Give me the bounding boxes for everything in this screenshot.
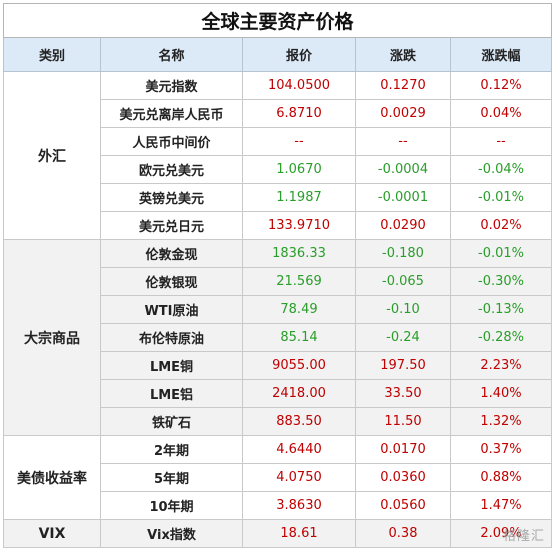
name-cell: 英镑兑美元 [100,183,243,212]
table-row: 大宗商品 伦敦金现 1836.33 -0.180 -0.01% [3,239,553,436]
name-cell: 人民币中间价 [100,127,243,156]
change-cell: 0.1270 [355,71,451,100]
asset-price-table: 全球主要资产价格 类别 名称 报价 涨跌 涨跌幅 外汇 美元指数 104.0500 0… [2,3,553,548]
category-cell: 大宗商品 [3,239,101,436]
table-row: 外汇 美元指数 104.0500 0.1270 0.12% [3,71,553,240]
change-pct-cell: 0.88% [449,463,553,492]
change-cell: -0.10 [355,295,451,324]
change-cell: -0.0001 [355,183,451,212]
change-cell: -0.0004 [355,155,451,184]
table-row: 人民币中间价 -- -- -- [4,127,553,156]
change-cell: 33.50 [355,379,451,408]
header-name: 名称 [100,37,243,72]
name-cell: 10年期 [100,491,243,520]
category-cell: VIX [3,519,101,548]
table-row: 英镑兑美元 1.1987 -0.0001 -0.01% [4,183,553,212]
price-cell: 4.6440 [242,435,356,464]
table-row: 欧元兑美元 1.0670 -0.0004 -0.04% [4,155,553,184]
name-cell: 美元指数 [100,71,243,100]
price-cell: 9055.00 [242,351,356,380]
name-cell: Vix指数 [100,519,243,548]
table-row: 伦敦银现 21.569 -0.065 -0.30% [4,267,553,296]
change-cell: 0.0170 [355,435,451,464]
change-pct-cell: -0.04% [449,155,553,184]
change-pct-cell: 1.47% [449,491,553,520]
change-cell: -0.24 [355,323,451,352]
price-cell: 1836.33 [242,239,356,268]
change-cell: 197.50 [355,351,451,380]
price-cell: 6.8710 [242,99,356,128]
change-cell: -- [355,127,451,156]
header-change: 涨跌 [355,37,451,72]
change-pct-cell: 0.04% [449,99,553,128]
change-cell: 11.50 [355,407,451,436]
change-pct-cell: -0.01% [449,239,553,268]
name-cell: 布伦特原油 [100,323,243,352]
price-cell: 133.9710 [242,211,356,240]
table-row: 美元兑离岸人民币 6.8710 0.0029 0.04% [4,99,553,128]
change-pct-cell: -0.13% [449,295,553,324]
price-cell: 104.0500 [242,71,356,100]
change-cell: 0.0560 [355,491,451,520]
category-cell: 美债收益率 [3,435,101,520]
price-cell: 2418.00 [242,379,356,408]
change-cell: 0.38 [355,519,451,548]
change-pct-cell: 1.40% [449,379,553,408]
table-row: VIX Vix指数 18.61 0.38 2.09% [3,519,553,548]
change-cell: -0.065 [355,267,451,296]
change-pct-cell: 2.09% [449,519,553,548]
category-cell: 外汇 [3,71,101,240]
table-row: WTI原油 78.49 -0.10 -0.13% [4,295,553,324]
change-cell: 0.0290 [355,211,451,240]
name-cell: 美元兑离岸人民币 [100,99,243,128]
price-cell: 1.0670 [242,155,356,184]
price-cell: 4.0750 [242,463,356,492]
change-pct-cell: 0.37% [449,435,553,464]
table-row: LME铜 9055.00 197.50 2.23% [4,351,553,380]
name-cell: 5年期 [100,463,243,492]
change-pct-cell: 1.32% [449,407,553,436]
name-cell: 铁矿石 [100,407,243,436]
change-cell: 0.0360 [355,463,451,492]
price-cell: 21.569 [242,267,356,296]
name-cell: 欧元兑美元 [100,155,243,184]
change-cell: -0.180 [355,239,451,268]
header-price: 报价 [242,37,356,72]
change-pct-cell: -- [449,127,553,156]
change-pct-cell: -0.28% [449,323,553,352]
price-cell: 883.50 [242,407,356,436]
table-title: 全球主要资产价格 [2,3,553,38]
change-pct-cell: -0.30% [449,267,553,296]
table-body: 外汇 美元指数 104.0500 0.1270 0.12% 美元兑离岸人民币 6.8710 0… [3,71,553,548]
header-row: 类别 名称 报价 涨跌 涨跌幅 [3,37,553,72]
change-pct-cell: -0.01% [449,183,553,212]
table-row: LME铝 2418.00 33.50 1.40% [4,379,553,408]
price-table-container: 全球主要资产价格 类别 名称 报价 涨跌 涨跌幅 外汇 美元指数 104.0500 0… [2,3,553,548]
price-cell: 18.61 [242,519,356,548]
price-cell: 85.14 [242,323,356,352]
name-cell: 美元兑日元 [100,211,243,240]
header-category: 类别 [3,37,101,72]
name-cell: 伦敦银现 [100,267,243,296]
name-cell: LME铜 [100,351,243,380]
price-cell: 78.49 [242,295,356,324]
table-row: 美债收益率 2年期 4.6440 0.0170 0.37% [3,435,553,520]
table-row: 布伦特原油 85.14 -0.24 -0.28% [4,323,553,352]
price-cell: -- [242,127,356,156]
name-cell: LME铝 [100,379,243,408]
table-row: 10年期 3.8630 0.0560 1.47% [4,491,553,520]
name-cell: 伦敦金现 [100,239,243,268]
change-pct-cell: 0.02% [449,211,553,240]
change-pct-cell: 0.12% [449,71,553,100]
watermark-logo: 格隆汇 [502,529,545,544]
name-cell: 2年期 [100,435,243,464]
change-cell: 0.0029 [355,99,451,128]
price-cell: 1.1987 [242,183,356,212]
header-change-pct: 涨跌幅 [449,37,553,72]
price-cell: 3.8630 [242,491,356,520]
change-pct-cell: 2.23% [449,351,553,380]
name-cell: WTI原油 [100,295,243,324]
